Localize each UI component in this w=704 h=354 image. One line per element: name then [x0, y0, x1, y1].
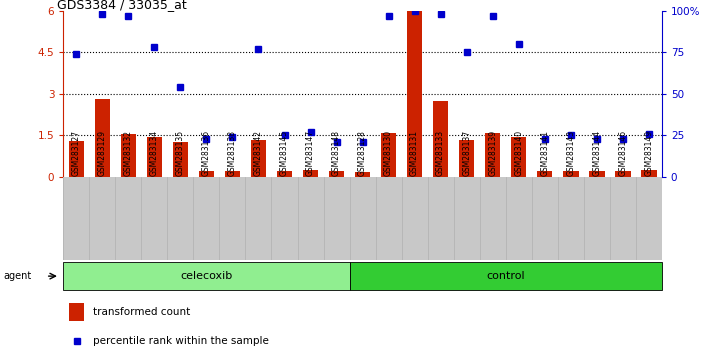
Bar [537, 171, 553, 177]
Bar [459, 139, 474, 177]
Bar [511, 137, 527, 177]
Bar [68, 141, 84, 177]
Bar [146, 137, 162, 177]
Text: transformed count: transformed count [93, 307, 191, 317]
Bar [615, 171, 631, 177]
Text: agent: agent [4, 271, 32, 281]
Text: control: control [486, 271, 525, 281]
Bar [563, 171, 579, 177]
Bar [355, 172, 370, 177]
Bar [172, 142, 188, 177]
Bar [381, 133, 396, 177]
Bar [277, 171, 292, 177]
Bar [69, 303, 84, 321]
FancyBboxPatch shape [350, 262, 662, 290]
Bar [120, 134, 136, 177]
Bar [407, 11, 422, 177]
Bar [303, 170, 318, 177]
Bar [251, 139, 266, 177]
Text: celecoxib: celecoxib [180, 271, 232, 281]
FancyBboxPatch shape [63, 262, 350, 290]
Text: GDS3384 / 33035_at: GDS3384 / 33035_at [58, 0, 187, 11]
Text: percentile rank within the sample: percentile rank within the sample [93, 336, 269, 346]
Bar [433, 101, 448, 177]
Bar [329, 171, 344, 177]
Bar [94, 99, 111, 177]
Bar [225, 171, 240, 177]
Bar [485, 133, 501, 177]
Bar [641, 170, 657, 177]
Bar [199, 171, 214, 177]
Bar [589, 171, 605, 177]
